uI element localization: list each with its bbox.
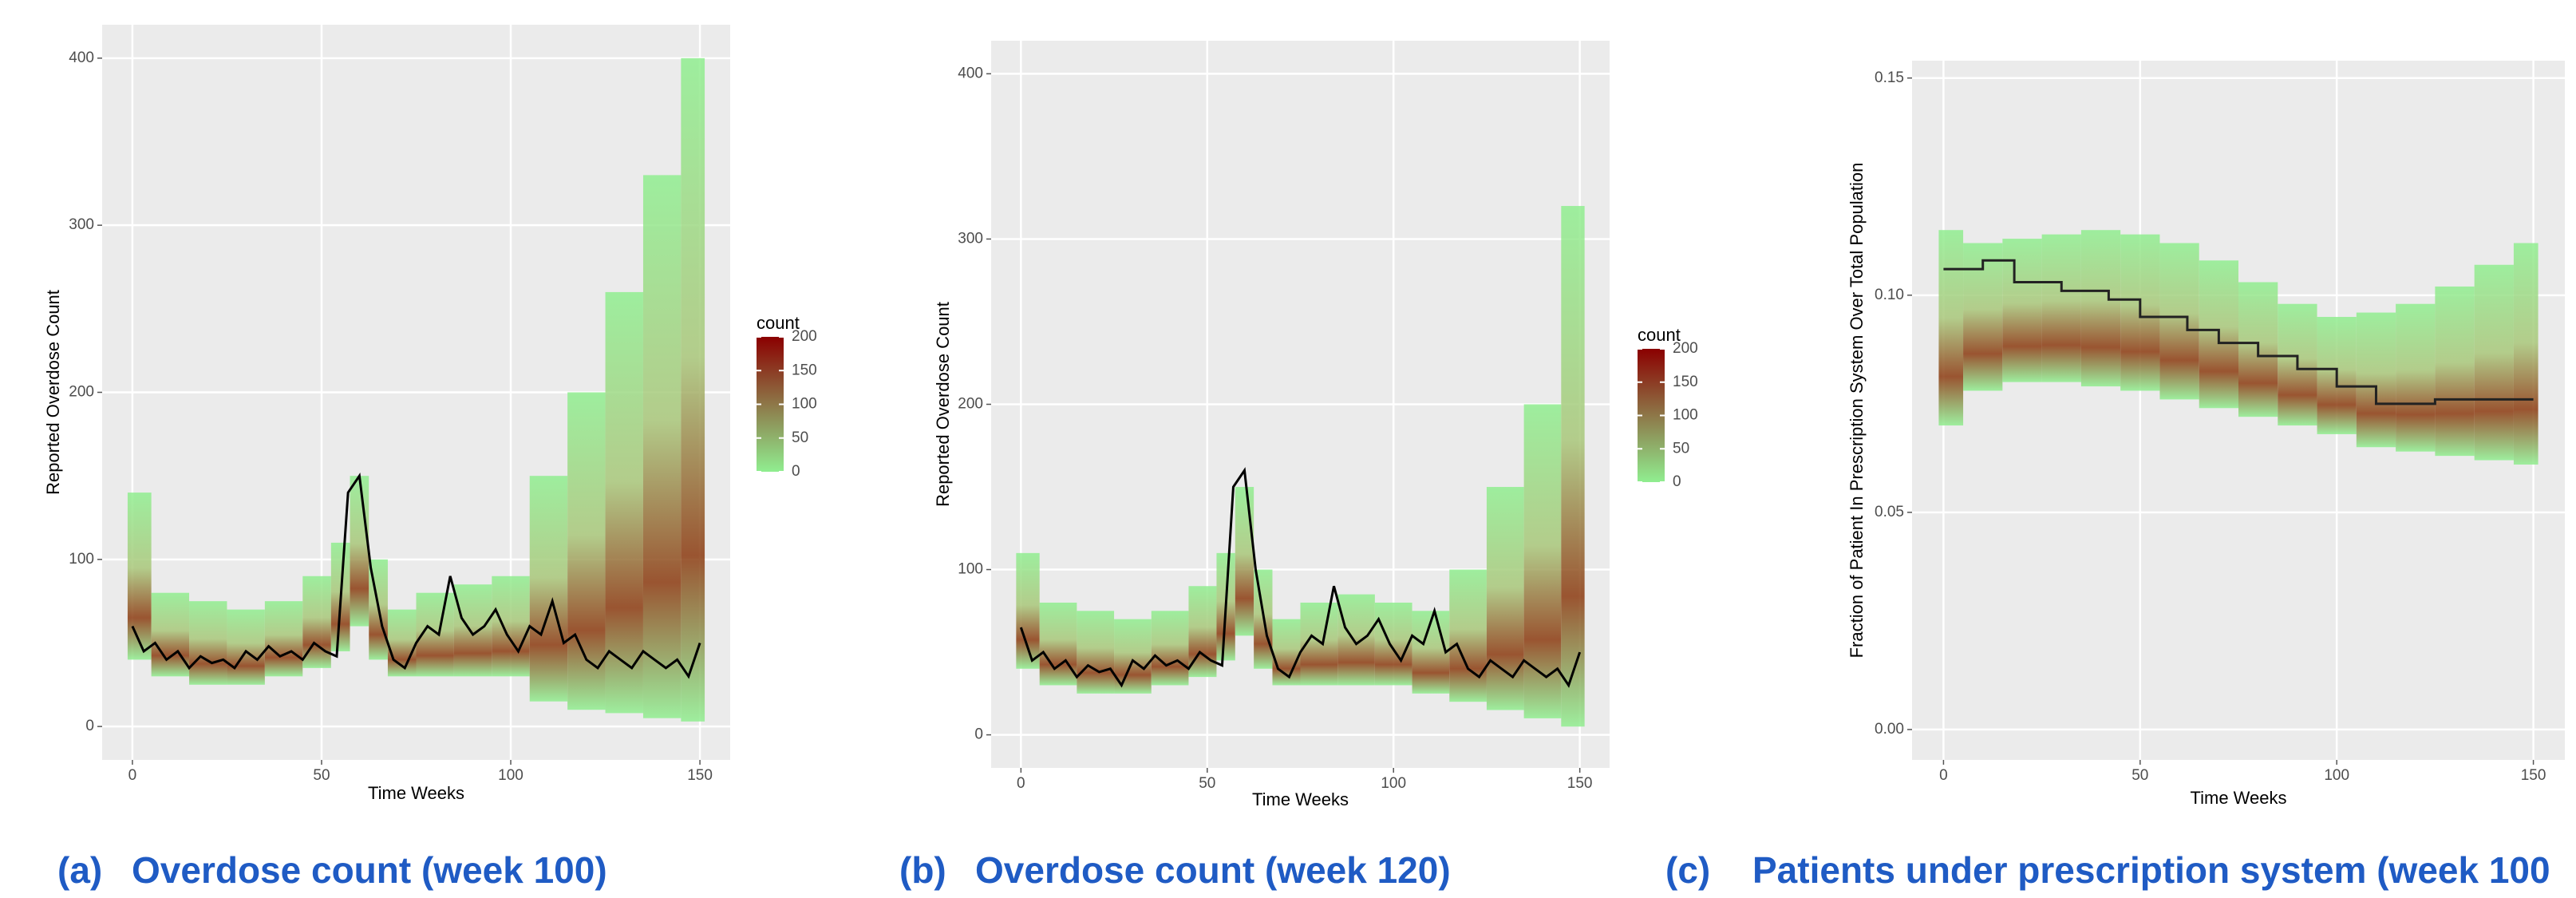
colorbar-tick-label: 0 bbox=[1673, 473, 1681, 490]
caption-title: Overdose count (week 100) bbox=[132, 849, 607, 891]
caption-title: Overdose count (week 120) bbox=[975, 849, 1451, 891]
density-band bbox=[1151, 611, 1189, 686]
x-tick-label: 50 bbox=[313, 767, 330, 784]
y-axis-title: Reported Overdose Count bbox=[933, 302, 953, 507]
density-band bbox=[2396, 303, 2436, 452]
y-tick-label: 200 bbox=[69, 384, 94, 401]
density-band bbox=[2435, 286, 2475, 457]
colorbar-tick-label: 100 bbox=[792, 396, 817, 413]
y-tick-label: 300 bbox=[69, 216, 94, 233]
observed-line bbox=[131, 473, 701, 679]
density-band bbox=[1561, 206, 1585, 727]
density-band bbox=[453, 584, 492, 677]
x-tick-label: 150 bbox=[687, 767, 713, 784]
x-tick-label: 0 bbox=[128, 767, 137, 784]
density-band bbox=[1235, 487, 1254, 636]
density-band bbox=[2474, 264, 2514, 461]
density-band bbox=[567, 392, 606, 710]
x-tick-label: 0 bbox=[1017, 775, 1025, 792]
caption-label: (b) bbox=[899, 849, 946, 891]
y-tick-label: 0 bbox=[974, 726, 983, 743]
caption-label: (c) bbox=[1665, 849, 1710, 891]
density-band bbox=[2513, 243, 2538, 465]
density-band bbox=[681, 57, 705, 722]
colorbar-title: count bbox=[757, 313, 800, 333]
y-tick-label: 400 bbox=[69, 49, 94, 66]
y-tick-label: 300 bbox=[958, 230, 983, 247]
y-tick-label: 100 bbox=[69, 551, 94, 568]
density-band bbox=[1077, 611, 1115, 694]
x-tick-label: 100 bbox=[1381, 775, 1406, 792]
density-band bbox=[1486, 487, 1524, 710]
colorbar-tick-label: 150 bbox=[1673, 374, 1698, 390]
colorbar-tick-label: 100 bbox=[1673, 407, 1698, 424]
density-band bbox=[2041, 234, 2081, 382]
density-band bbox=[350, 476, 369, 627]
y-tick-label: 0.15 bbox=[1875, 69, 1904, 86]
colorbar-tick-label: 50 bbox=[1673, 440, 1689, 457]
colorbar-title: count bbox=[1638, 325, 1681, 345]
x-tick-label: 50 bbox=[1199, 775, 1215, 792]
density-band bbox=[264, 601, 303, 677]
x-axis-title: Time Weeks bbox=[2190, 788, 2286, 808]
observed-line bbox=[1943, 259, 2534, 405]
density-band bbox=[642, 175, 682, 718]
density-band bbox=[492, 576, 530, 677]
y-axis-title: Fraction of Patient In Prescription Syst… bbox=[1847, 163, 1867, 659]
y-tick-label: 100 bbox=[958, 561, 983, 578]
density-band bbox=[529, 476, 568, 702]
density-band bbox=[1449, 569, 1487, 702]
density-band bbox=[189, 601, 227, 685]
caption-title: Patients under prescription system (week… bbox=[1752, 849, 2550, 891]
x-tick-label: 100 bbox=[498, 767, 523, 784]
density-band bbox=[151, 592, 190, 677]
colorbar-tick-label: 50 bbox=[792, 429, 808, 446]
density-band bbox=[2356, 312, 2396, 448]
x-axis-title: Time Weeks bbox=[368, 783, 464, 803]
density-band bbox=[2002, 239, 2042, 382]
x-tick-label: 50 bbox=[2132, 767, 2148, 784]
observed-line bbox=[1019, 467, 1582, 688]
colorbar-tick-label: 150 bbox=[792, 362, 817, 378]
density-band bbox=[127, 493, 152, 660]
y-tick-label: 0.10 bbox=[1875, 287, 1904, 303]
caption-label: (a) bbox=[57, 849, 102, 891]
x-tick-label: 150 bbox=[1567, 775, 1593, 792]
colorbar-tick-label: 200 bbox=[1673, 340, 1698, 357]
density-band bbox=[227, 609, 265, 685]
y-tick-label: 0.00 bbox=[1875, 721, 1904, 738]
colorbar-tick-label: 200 bbox=[792, 328, 817, 345]
density-band bbox=[1938, 230, 1964, 426]
y-tick-label: 200 bbox=[958, 396, 983, 413]
x-axis-title: Time Weeks bbox=[1252, 789, 1349, 809]
x-tick-label: 100 bbox=[2324, 767, 2349, 784]
density-band bbox=[2159, 243, 2199, 400]
density-band bbox=[2080, 230, 2121, 387]
density-band bbox=[1039, 602, 1077, 686]
x-tick-label: 150 bbox=[2521, 767, 2546, 784]
y-tick-label: 0 bbox=[85, 718, 94, 734]
density-band bbox=[1114, 619, 1152, 694]
y-axis-title: Reported Overdose Count bbox=[43, 290, 63, 495]
density-band bbox=[1337, 594, 1375, 686]
x-tick-label: 0 bbox=[1939, 767, 1948, 784]
y-tick-label: 400 bbox=[958, 65, 983, 81]
density-band bbox=[1374, 602, 1412, 686]
colorbar-tick-label: 0 bbox=[792, 463, 800, 480]
y-tick-label: 0.05 bbox=[1875, 504, 1904, 520]
density-band bbox=[605, 291, 643, 714]
